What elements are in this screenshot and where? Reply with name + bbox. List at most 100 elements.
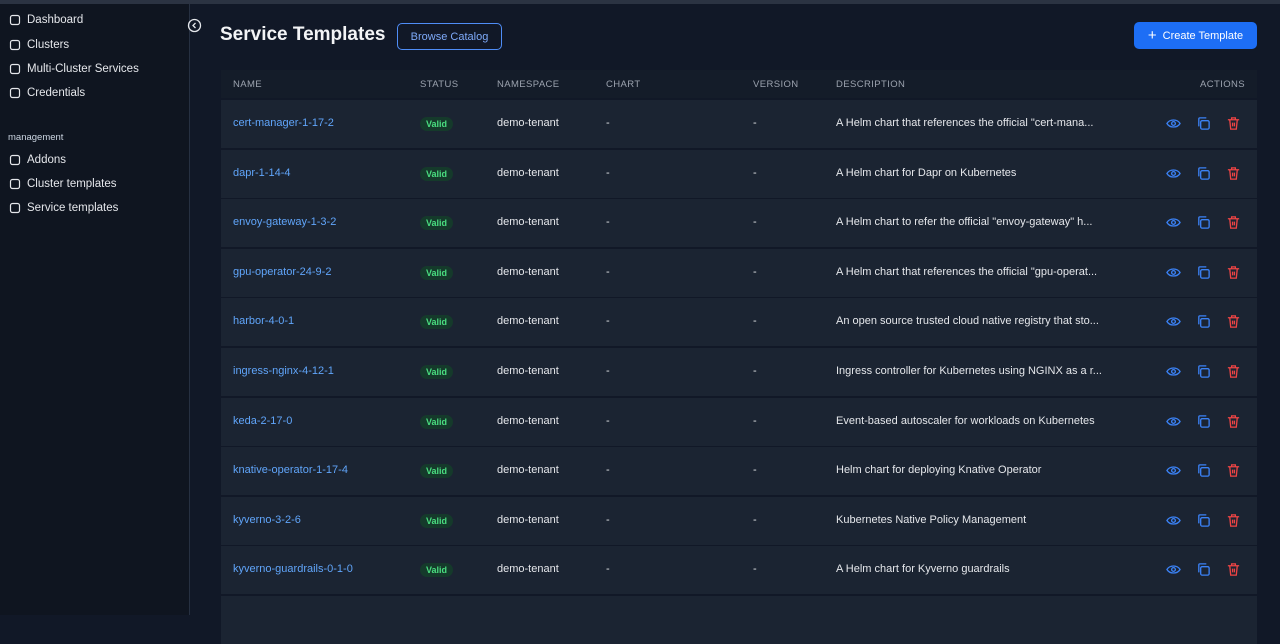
template-name-link[interactable]: knative-operator-1-17-4	[233, 464, 348, 477]
nav-label: Cluster templates	[27, 178, 117, 190]
nav-icon	[9, 178, 21, 190]
view-button[interactable]	[1166, 166, 1181, 181]
create-template-button[interactable]: + Create Template	[1134, 22, 1257, 49]
status-badge: Valid	[420, 414, 454, 429]
template-name-link[interactable]: dapr-1-14-4	[233, 166, 291, 179]
status-badge: Valid	[420, 513, 454, 528]
delete-button[interactable]	[1226, 314, 1241, 329]
version: -	[753, 216, 757, 229]
table-row	[221, 546, 1257, 595]
nav-label: Clusters	[27, 39, 70, 51]
copy-button[interactable]	[1196, 364, 1211, 379]
copy-button[interactable]	[1196, 265, 1211, 280]
view-button[interactable]	[1166, 265, 1181, 280]
nav-item[interactable]: Dashboard	[9, 14, 83, 26]
chart: -	[606, 513, 610, 526]
nav-icon	[9, 154, 21, 166]
table-row	[221, 496, 1257, 545]
namespace: demo-tenant	[497, 265, 559, 278]
template-name-link[interactable]: ingress-nginx-4-12-1	[233, 365, 334, 377]
copy-button[interactable]	[1196, 414, 1211, 429]
description: Event-based autoscaler for workloads on …	[836, 414, 1095, 427]
view-button[interactable]	[1166, 314, 1181, 329]
template-name-link[interactable]: keda-2-17-0	[233, 414, 293, 427]
status-badge: Valid	[420, 265, 454, 280]
status-badge: Valid	[420, 315, 454, 330]
nav-item[interactable]: Addons	[9, 154, 66, 166]
view-button[interactable]	[1166, 215, 1181, 230]
top-border	[0, 0, 1280, 4]
nav-label: Service templates	[27, 202, 119, 214]
copy-button[interactable]	[1196, 314, 1211, 329]
description: A Helm chart for Dapr on Kubernetes	[836, 166, 1017, 179]
collapse-button[interactable]	[187, 18, 202, 33]
view-button[interactable]	[1166, 364, 1181, 379]
chart: -	[606, 117, 610, 129]
description: An open source trusted cloud native regi…	[836, 315, 1099, 328]
chart: -	[606, 315, 610, 328]
version: -	[753, 166, 757, 179]
column-header: CHART	[606, 79, 641, 90]
sidebar	[0, 4, 190, 615]
view-button[interactable]	[1166, 116, 1181, 131]
copy-button[interactable]	[1196, 463, 1211, 478]
page-title: Service Templates	[220, 24, 386, 45]
namespace: demo-tenant	[497, 513, 559, 526]
delete-button[interactable]	[1226, 265, 1241, 280]
version: -	[753, 414, 757, 427]
status-badge: Valid	[420, 563, 454, 578]
table-row	[221, 397, 1257, 446]
nav-item[interactable]: Credentials	[9, 87, 85, 99]
delete-button[interactable]	[1226, 513, 1241, 528]
delete-button[interactable]	[1226, 463, 1241, 478]
nav-item[interactable]: Cluster templates	[9, 178, 116, 190]
view-button[interactable]	[1166, 414, 1181, 429]
section-label: management	[8, 132, 64, 143]
template-name-link[interactable]: harbor-4-0-1	[233, 315, 295, 328]
template-name-link[interactable]: envoy-gateway-1-3-2	[233, 216, 337, 229]
column-header: STATUS	[420, 79, 459, 90]
template-name-link[interactable]: cert-manager-1-17-2	[233, 117, 334, 129]
version: -	[753, 464, 757, 477]
chart: -	[606, 166, 610, 179]
column-header: NAMESPACE	[497, 79, 560, 90]
namespace: demo-tenant	[497, 414, 559, 427]
version: -	[753, 117, 757, 129]
copy-button[interactable]	[1196, 166, 1211, 181]
namespace: demo-tenant	[497, 166, 559, 179]
description: A Helm chart that references the officia…	[836, 265, 1098, 278]
table-row	[221, 100, 1257, 148]
table-row	[221, 149, 1257, 198]
nav-icon	[9, 39, 21, 51]
copy-button[interactable]	[1196, 562, 1211, 577]
template-name-link[interactable]: kyverno-3-2-6	[233, 513, 301, 526]
version: -	[753, 513, 757, 526]
description: A Helm chart to refer the official "envo…	[836, 216, 1093, 229]
template-name-link[interactable]: kyverno-guardrails-0-1-0	[233, 563, 353, 576]
view-button[interactable]	[1166, 513, 1181, 528]
copy-button[interactable]	[1196, 513, 1211, 528]
table-row	[221, 298, 1257, 347]
table-row	[221, 348, 1257, 396]
template-name-link[interactable]: gpu-operator-24-9-2	[233, 265, 332, 278]
delete-button[interactable]	[1226, 562, 1241, 577]
delete-button[interactable]	[1226, 414, 1241, 429]
delete-button[interactable]	[1226, 215, 1241, 230]
chart: -	[606, 563, 610, 576]
browse-catalog-button[interactable]: Browse Catalog	[397, 23, 502, 50]
version: -	[753, 563, 757, 576]
nav-item[interactable]: Clusters	[9, 39, 69, 51]
view-button[interactable]	[1166, 463, 1181, 478]
nav-item[interactable]: Multi-Cluster Services	[9, 63, 139, 75]
delete-button[interactable]	[1226, 364, 1241, 379]
description: A Helm chart that references the officia…	[836, 117, 1094, 129]
nav-icon	[9, 202, 21, 214]
copy-button[interactable]	[1196, 215, 1211, 230]
delete-button[interactable]	[1226, 116, 1241, 131]
namespace: demo-tenant	[497, 216, 559, 229]
delete-button[interactable]	[1226, 166, 1241, 181]
copy-button[interactable]	[1196, 116, 1211, 131]
nav-item[interactable]: Service templates	[9, 202, 118, 214]
view-button[interactable]	[1166, 562, 1181, 577]
table-row	[221, 199, 1257, 248]
